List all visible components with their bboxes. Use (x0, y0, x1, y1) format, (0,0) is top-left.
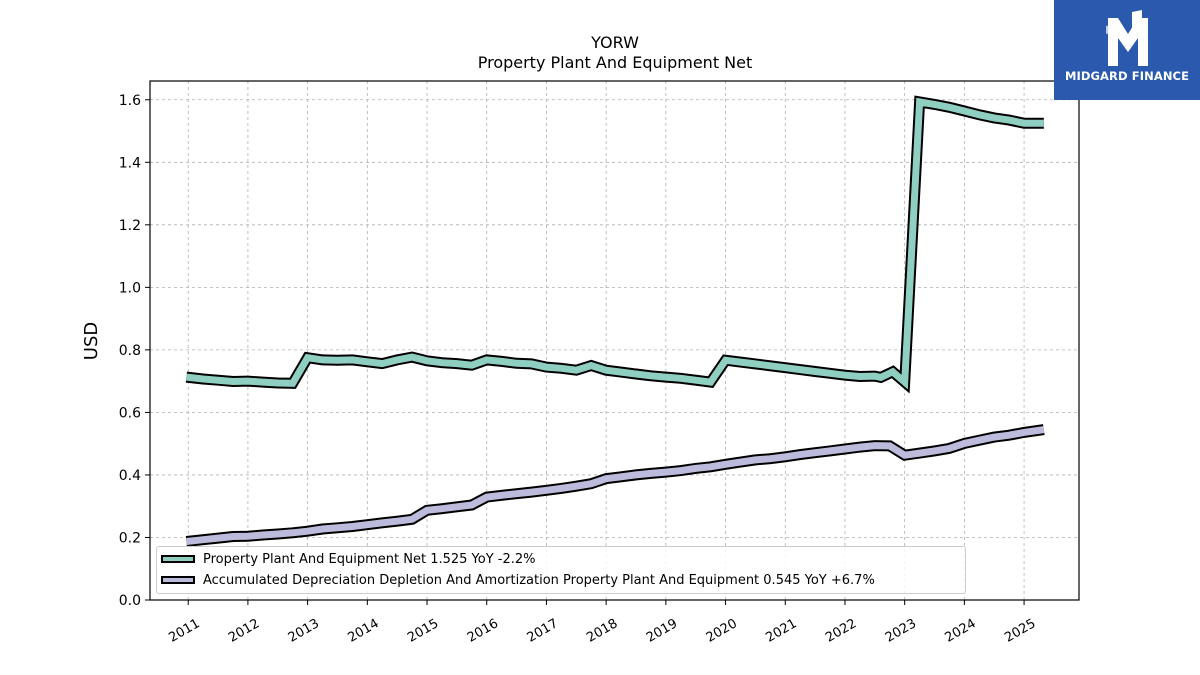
x-tick-label: 2016 (465, 616, 501, 646)
x-tick-label: 2021 (763, 616, 799, 646)
x-tick-label: 2013 (286, 616, 322, 646)
logo: MIDGARD FINANCE (1054, 0, 1200, 100)
legend-label-accum-depreciation: Accumulated Depreciation Depletion And A… (203, 572, 875, 588)
x-tick-label: 2014 (345, 616, 381, 646)
x-tick-label: 2023 (883, 616, 919, 646)
y-tick-label: 1.2 (119, 218, 141, 234)
logo-text: MIDGARD FINANCE (1064, 69, 1190, 83)
y-tick-label: 0.2 (119, 530, 141, 546)
y-tick-label: 0.0 (119, 593, 141, 609)
series-layer (185, 95, 1045, 547)
x-tick-label: 2024 (943, 616, 979, 646)
series-line-ppe-net (186, 97, 1044, 390)
grid-lines (150, 81, 1079, 601)
legend-swatch-accum-depreciation (161, 576, 195, 584)
legend: Property Plant And Equipment Net 1.525 Y… (156, 546, 966, 594)
legend-swatch-ppe-net (161, 555, 195, 563)
chart-subtitle: Property Plant And Equipment Net (478, 53, 753, 72)
legend-item-ppe-net: Property Plant And Equipment Net 1.525 Y… (161, 550, 536, 568)
x-tick-label: 2020 (704, 616, 740, 646)
y-tick-label: 1.4 (119, 155, 141, 171)
x-tick-label: 2012 (226, 616, 262, 646)
x-tick-label: 2019 (644, 616, 680, 646)
logo-mark-icon (1106, 10, 1148, 66)
x-tick-label: 2015 (405, 616, 441, 646)
y-tick-label: 1.6 (119, 93, 141, 109)
x-tick-label: 2011 (166, 616, 202, 646)
legend-label-ppe-net: Property Plant And Equipment Net 1.525 Y… (203, 551, 536, 567)
y-tick-label: 0.4 (119, 468, 141, 484)
legend-item-accum-depreciation: Accumulated Depreciation Depletion And A… (161, 571, 875, 589)
x-tick-label: 2017 (525, 616, 561, 646)
y-tick-label: 0.8 (119, 343, 141, 359)
series-line-outline-accum-depreciation (185, 424, 1045, 547)
plot-frame (149, 80, 1080, 601)
y-tick-label: 1.0 (119, 280, 141, 296)
x-tick-label: 2025 (1002, 616, 1038, 646)
y-tick-label: 0.6 (119, 405, 141, 421)
series-line-accum-depreciation (186, 426, 1045, 545)
chart-title: YORW (590, 33, 639, 52)
x-tick-label: 2018 (584, 616, 620, 646)
x-tick-label: 2022 (823, 616, 859, 646)
y-axis-label: USD (81, 322, 102, 360)
